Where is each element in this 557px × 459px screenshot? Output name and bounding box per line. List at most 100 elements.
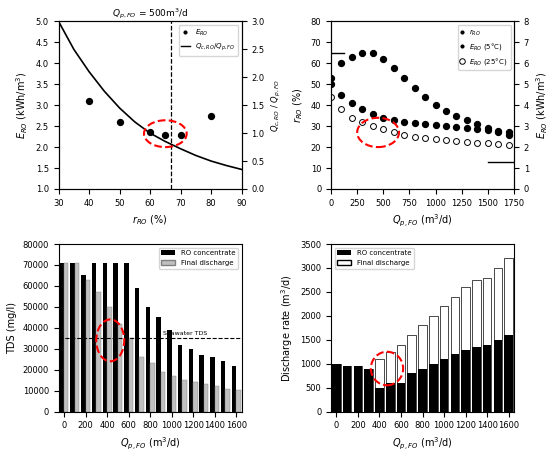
- Bar: [118, 324, 123, 412]
- Point: [368, 49, 377, 56]
- Bar: [472, 347, 481, 412]
- Point: [431, 135, 440, 142]
- X-axis label: $Q_{p,FO}$ (m$^3$/d): $Q_{p,FO}$ (m$^3$/d): [120, 436, 180, 452]
- Point: [483, 127, 492, 134]
- Bar: [113, 263, 118, 412]
- Bar: [451, 354, 459, 412]
- Title: $Q_{p,FO}$ = 500m$^3$/d: $Q_{p,FO}$ = 500m$^3$/d: [112, 7, 188, 22]
- Bar: [364, 369, 373, 412]
- Bar: [429, 316, 438, 412]
- Bar: [439, 359, 448, 412]
- Point: [85, 97, 94, 105]
- Legend: RO concentrate, Final discharge: RO concentrate, Final discharge: [335, 247, 414, 269]
- Point: [410, 85, 419, 92]
- Bar: [461, 350, 470, 412]
- Bar: [494, 268, 502, 412]
- Point: [400, 118, 409, 126]
- Point: [358, 118, 367, 126]
- Bar: [451, 297, 459, 412]
- Bar: [397, 345, 405, 412]
- Point: [161, 131, 170, 138]
- Bar: [504, 336, 513, 412]
- Bar: [129, 338, 133, 412]
- Bar: [150, 364, 155, 412]
- Point: [358, 106, 367, 113]
- Point: [462, 116, 471, 123]
- Y-axis label: Discharge rate (m$^3$/d): Discharge rate (m$^3$/d): [279, 274, 295, 381]
- Bar: [189, 349, 193, 412]
- Point: [368, 110, 377, 117]
- Point: [421, 134, 429, 141]
- Bar: [332, 364, 341, 412]
- Bar: [75, 263, 79, 412]
- Bar: [232, 365, 236, 412]
- Bar: [343, 366, 351, 412]
- Bar: [439, 306, 448, 412]
- Point: [452, 123, 461, 131]
- Bar: [418, 325, 427, 412]
- Point: [337, 106, 346, 113]
- Point: [326, 74, 335, 82]
- Y-axis label: $E_{RO}$ (kWh/m$^3$): $E_{RO}$ (kWh/m$^3$): [535, 72, 550, 139]
- Point: [207, 112, 216, 119]
- Point: [504, 129, 513, 136]
- Bar: [236, 390, 241, 412]
- Bar: [139, 357, 144, 412]
- Point: [442, 136, 451, 143]
- Bar: [210, 357, 214, 412]
- Bar: [221, 361, 226, 412]
- Bar: [102, 263, 107, 412]
- Point: [504, 131, 513, 138]
- Point: [483, 139, 492, 146]
- Bar: [375, 359, 384, 412]
- Point: [462, 124, 471, 132]
- Bar: [364, 369, 373, 412]
- Y-axis label: TDS (mg/l): TDS (mg/l): [7, 302, 17, 354]
- Point: [379, 114, 388, 122]
- Point: [452, 137, 461, 145]
- Bar: [178, 345, 182, 412]
- Point: [368, 123, 377, 130]
- Point: [494, 129, 503, 136]
- Y-axis label: $E_{RO}$ (kWh/m$^3$): $E_{RO}$ (kWh/m$^3$): [14, 72, 30, 139]
- Bar: [418, 369, 427, 412]
- Bar: [429, 364, 438, 412]
- Point: [348, 100, 356, 107]
- Bar: [386, 383, 394, 412]
- Y-axis label: $Q_{c,RO}$ / $Q_{p,FO}$: $Q_{c,RO}$ / $Q_{p,FO}$: [270, 78, 283, 132]
- Point: [389, 116, 398, 123]
- Point: [410, 133, 419, 140]
- Point: [145, 129, 154, 136]
- X-axis label: $Q_{p,FO}$ (m$^3$/d): $Q_{p,FO}$ (m$^3$/d): [392, 213, 453, 230]
- Point: [400, 74, 409, 82]
- Point: [421, 93, 429, 101]
- Point: [442, 123, 451, 130]
- Point: [473, 126, 482, 133]
- Point: [389, 64, 398, 71]
- Point: [358, 49, 367, 56]
- Point: [337, 91, 346, 98]
- Point: [348, 53, 356, 61]
- X-axis label: $r_{RO}$ (%): $r_{RO}$ (%): [133, 213, 168, 227]
- Bar: [375, 388, 384, 412]
- Point: [421, 120, 429, 128]
- Point: [452, 112, 461, 119]
- Bar: [161, 372, 165, 412]
- Bar: [60, 263, 64, 412]
- Point: [400, 131, 409, 138]
- Point: [115, 118, 124, 126]
- Legend: $E_{RO}$, $Q_{c,RO}/Q_{p,FO}$: $E_{RO}$, $Q_{c,RO}/Q_{p,FO}$: [179, 25, 238, 56]
- Bar: [96, 292, 101, 412]
- Legend: RO concentrate, Final discharge: RO concentrate, Final discharge: [159, 247, 238, 269]
- Bar: [86, 280, 90, 412]
- Point: [389, 129, 398, 136]
- Bar: [483, 278, 491, 412]
- Point: [326, 93, 335, 101]
- Bar: [472, 280, 481, 412]
- Bar: [461, 287, 470, 412]
- Bar: [199, 355, 204, 412]
- Bar: [204, 384, 208, 412]
- Bar: [483, 345, 491, 412]
- Bar: [172, 376, 176, 412]
- Bar: [92, 263, 96, 412]
